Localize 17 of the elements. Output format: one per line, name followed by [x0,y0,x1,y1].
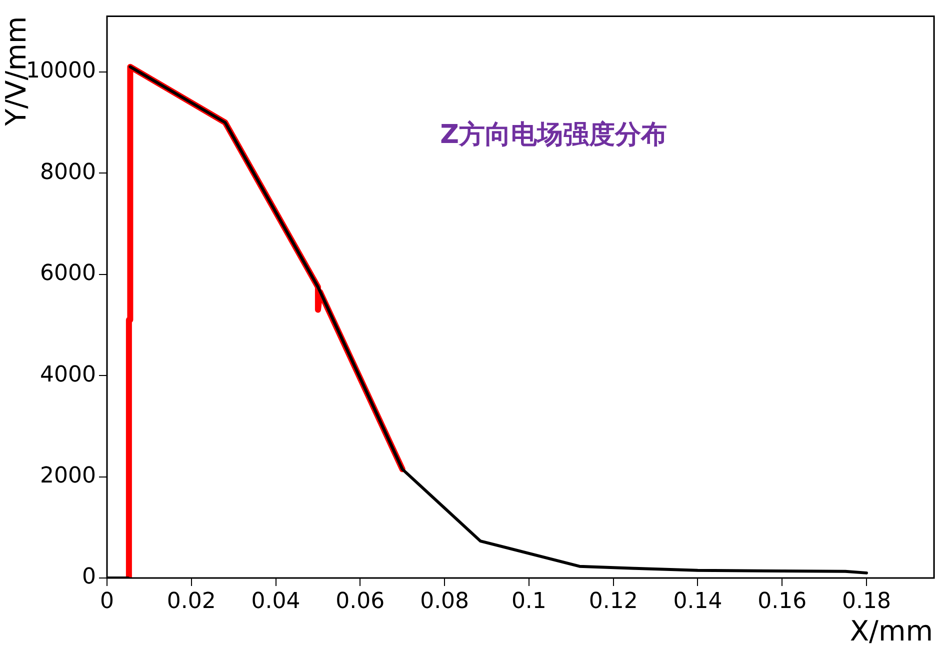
x-tick-label: 0.18 [842,588,891,614]
x-tick-label: 0.14 [673,588,722,614]
y-tick-label: 8000 [40,160,96,185]
x-tick-label: 0.12 [588,588,638,614]
x-tick-label: 0.06 [336,588,385,614]
y-tick-label: 6000 [40,261,96,286]
annotation: Z方向电场强度分布 [440,120,668,150]
y-tick-label: 0 [82,564,96,590]
y-tick-label: 2000 [40,463,96,488]
x-tick-label: 0 [100,588,114,614]
x-tick-label: 0.04 [251,588,300,614]
x-tick-label: 0.1 [511,588,546,614]
x-tick-label: 0.16 [758,588,807,614]
y-tick-label: 4000 [40,362,96,388]
x-axis-title: X/mm [850,614,933,648]
x-tick-label: 0.02 [166,588,216,614]
x-tick-label: 0.08 [420,588,470,614]
